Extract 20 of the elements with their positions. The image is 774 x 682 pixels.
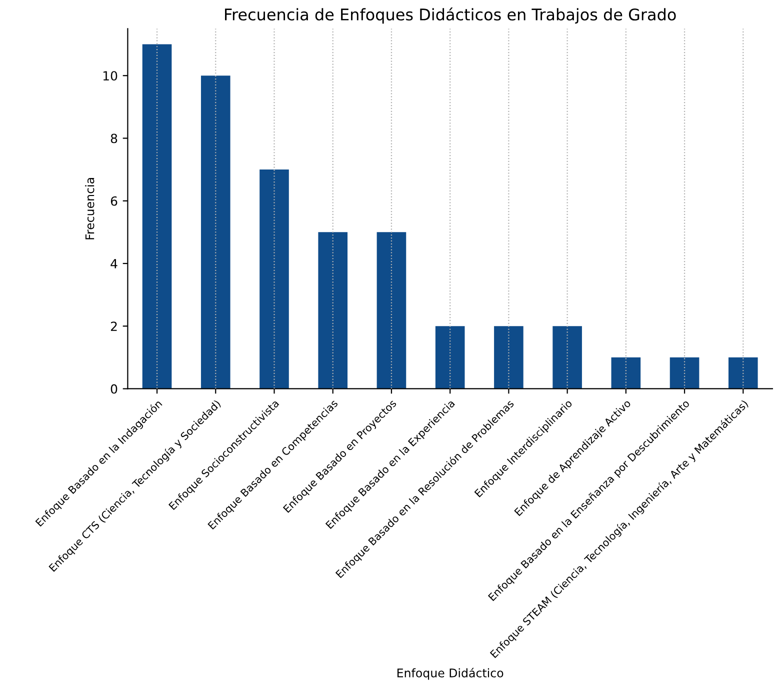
bar xyxy=(200,76,230,389)
bar xyxy=(435,326,465,389)
chart-title: Frecuencia de Enfoques Didácticos en Trabajos de Grado xyxy=(225,8,676,24)
y-tick-label: 0 xyxy=(110,384,118,394)
bar xyxy=(552,326,582,389)
y-tick-label: 10 xyxy=(103,71,118,81)
bar xyxy=(611,357,641,389)
y-tick-label: 2 xyxy=(110,322,117,331)
bar xyxy=(670,357,700,389)
y-tick-label: 4 xyxy=(110,259,118,268)
bar xyxy=(260,170,289,389)
bar xyxy=(142,44,172,389)
bar xyxy=(494,326,524,389)
x-axis-title: Enfoque Didáctico xyxy=(397,668,504,680)
bar xyxy=(318,232,348,389)
y-tick-label: 6 xyxy=(110,196,118,206)
y-axis-title: Frecuencia xyxy=(85,178,94,240)
bar xyxy=(376,232,406,389)
y-tick-label: 8 xyxy=(110,134,118,144)
bar xyxy=(728,357,758,389)
